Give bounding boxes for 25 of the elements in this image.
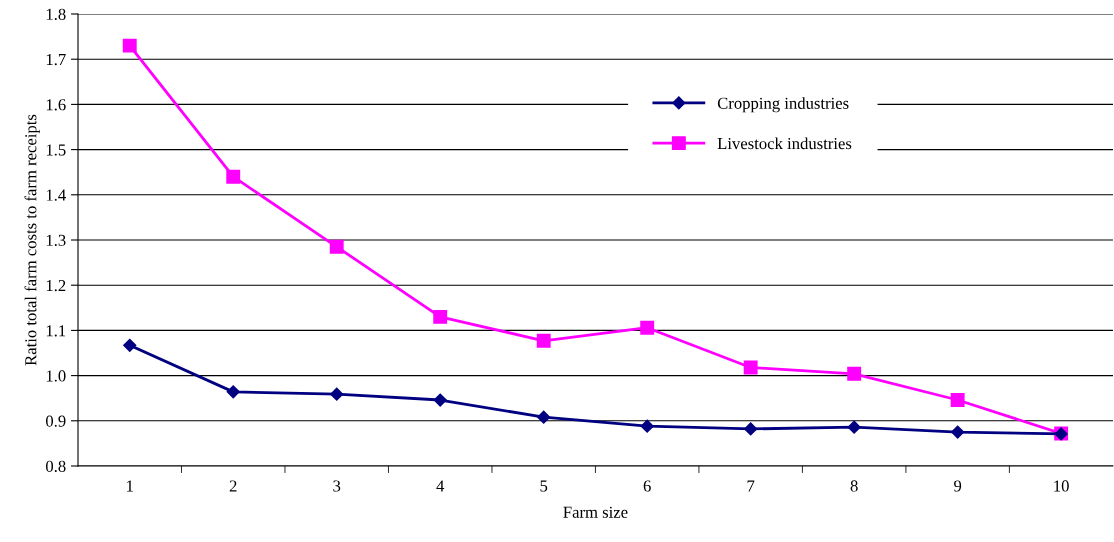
y-tick-label: 1.5 [46,144,66,156]
x-tick-label: 1 [127,480,133,492]
y-tick-label: 1.7 [46,53,66,66]
x-tick-label: 3 [333,480,341,492]
x-tick-label: 7 [747,480,755,492]
x-tick-label: 10 [1054,480,1069,492]
y-tick-label: 0.8 [46,460,66,473]
y-tick-label: 1.6 [46,99,66,111]
y-tick-label: 1.2 [46,279,66,292]
x-tick-label: 5 [540,480,548,492]
x-axis-title: Farm size [563,506,628,518]
y-tick-label: 1.4 [46,189,66,201]
x-tick-label: 6 [643,480,651,492]
x-tick-label: 4 [436,480,445,492]
legend-label: Livestock industries [717,137,852,150]
y-tick-label: 0.9 [46,415,66,427]
legend-label: Cropping industries [717,97,849,113]
x-tick-label: 9 [954,480,962,492]
y-tick-label: 1.8 [46,8,66,21]
y-tick-label: 1.3 [46,234,66,247]
y-tick-label: 1.1 [46,325,66,337]
x-tick-label: 2 [229,480,237,492]
y-tick-label: 1.0 [46,370,66,382]
x-tick-label: 8 [850,480,858,492]
y-axis-title: Ratio total farm costs to farm receipts [24,114,40,366]
